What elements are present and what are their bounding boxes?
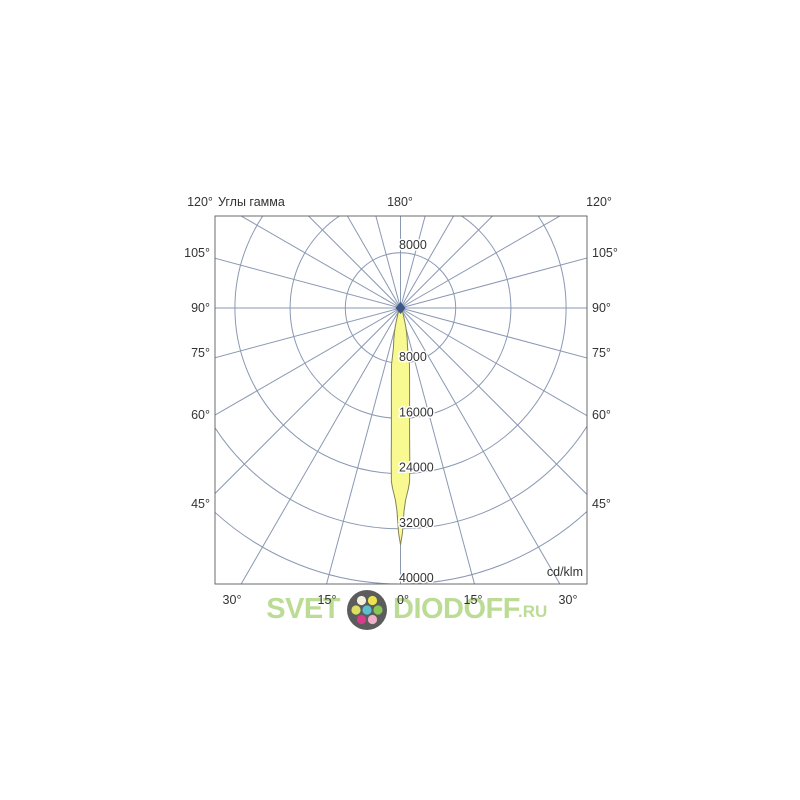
angle-label-left: 75° — [191, 346, 210, 360]
polar-ray — [215, 307, 401, 416]
polar-ray — [307, 216, 401, 309]
watermark-logo-dot — [356, 614, 367, 625]
angle-label-top: 120° — [187, 195, 213, 209]
watermark-text-svet: SVET — [266, 593, 341, 625]
legend-title: Углы гамма — [218, 195, 285, 209]
angle-label-left: 90° — [191, 301, 210, 315]
polar-ray — [375, 216, 401, 309]
watermark: SVET DIODOFF .RU — [266, 590, 547, 630]
radial-tick-label: 8000 — [399, 350, 427, 364]
angle-label-bottom: 30° — [223, 593, 242, 607]
watermark-logo-dot — [356, 595, 367, 606]
radial-tick-label: 24000 — [399, 461, 434, 475]
plot-border — [214, 215, 588, 585]
angle-label-bottom: 0° — [397, 593, 409, 607]
polar-ray — [400, 216, 455, 309]
polar-ray — [326, 307, 401, 584]
radial-tick-label: 32000 — [399, 516, 434, 530]
intensity-curve-layer — [390, 307, 411, 546]
watermark-logo-dot — [367, 595, 378, 606]
angle-label-bottom: 15° — [318, 593, 337, 607]
intensity-lobe — [390, 307, 411, 546]
angle-label-right: 90° — [592, 301, 611, 315]
polar-ray — [400, 216, 494, 309]
photometric-center-marker — [395, 302, 406, 314]
polar-ray — [240, 216, 401, 309]
axis-labels-layer: 120° 180° 120° Углы гамма 105° 90° 75° 60° 45° 10… — [184, 195, 618, 607]
angle-label-top: 180° — [387, 195, 413, 209]
polar-ray — [400, 307, 475, 584]
polar-ray — [215, 257, 401, 309]
angle-label-bottom: 30° — [559, 593, 578, 607]
units-label: cd/klm — [547, 565, 583, 579]
angle-label-left: 45° — [191, 497, 210, 511]
polar-ray — [400, 307, 587, 496]
radial-tick-label: 16000 — [399, 405, 434, 419]
angle-label-right: 105° — [592, 246, 618, 260]
angle-label-right: 75° — [592, 346, 611, 360]
plot-frame-layer — [214, 215, 588, 585]
polar-ray — [400, 257, 587, 309]
polar-ray — [400, 307, 587, 359]
angle-label-left: 60° — [191, 408, 210, 422]
angle-label-right: 45° — [592, 497, 611, 511]
angle-label-right: 60° — [592, 408, 611, 422]
polar-ray — [346, 216, 401, 309]
watermark-logo-dot — [362, 605, 372, 615]
watermark-logo-dot — [367, 614, 378, 625]
angle-label-bottom: 15° — [464, 593, 483, 607]
watermark-text-ru: .RU — [518, 602, 547, 621]
polar-grid — [215, 216, 587, 584]
watermark-logo-dot — [373, 605, 383, 615]
polar-ray — [400, 216, 561, 309]
watermark-text-diodoff: DIODOFF — [393, 593, 520, 625]
watermark-logo-dot — [351, 605, 361, 615]
polar-ray — [240, 307, 401, 584]
radial-tick-label: 8000 — [399, 238, 427, 252]
polar-ray — [215, 307, 401, 495]
angle-label-left: 105° — [184, 246, 210, 260]
polar-ray — [215, 307, 401, 359]
watermark-logo-dots — [351, 595, 383, 625]
polar-ray — [400, 307, 561, 584]
angle-label-top: 120° — [586, 195, 612, 209]
radial-tick-label: 40000 — [399, 571, 434, 585]
polar-ray — [400, 216, 426, 309]
